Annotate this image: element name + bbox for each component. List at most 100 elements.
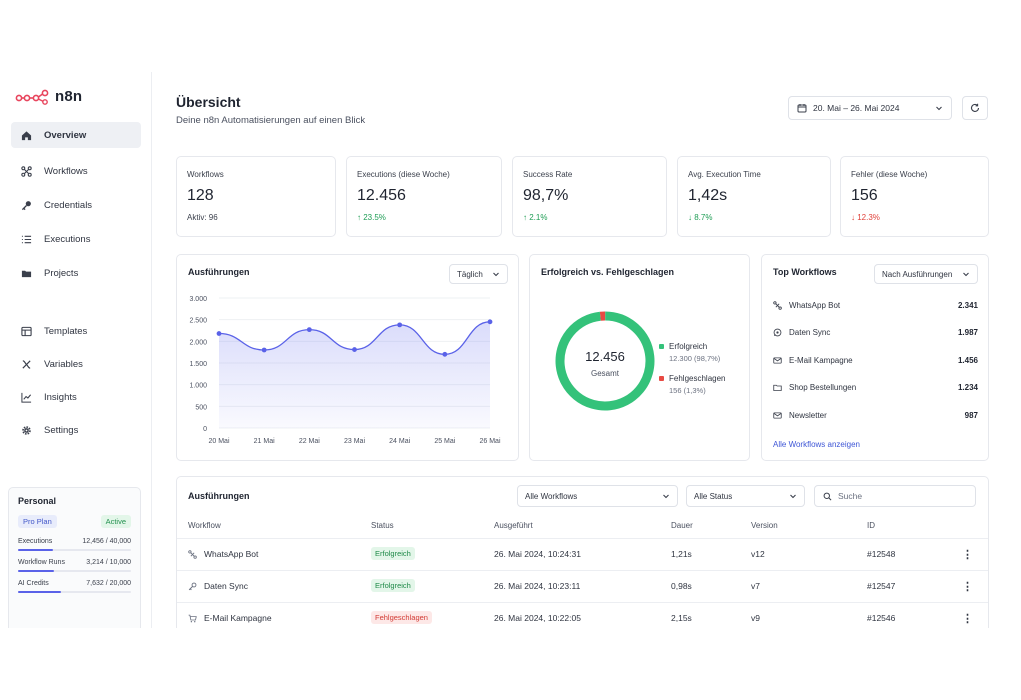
top-workflow-value: 2.341 [957, 300, 978, 310]
column-header-status[interactable]: Status [371, 521, 394, 530]
top-workflows-title: Top Workflows [773, 267, 837, 277]
column-header-workflow[interactable]: Workflow [188, 521, 221, 530]
status-filter-select[interactable]: Alle Status [686, 485, 805, 507]
plan-badge: Pro Plan [18, 515, 57, 528]
chevron-down-icon [963, 272, 969, 277]
list-icon [21, 235, 32, 243]
column-header-executed[interactable]: Ausgeführt [494, 521, 533, 530]
top-workflow-item[interactable]: Daten Sync 1.987 [773, 325, 978, 339]
search-box[interactable] [814, 485, 976, 507]
y-tick-label: 2.000 [189, 339, 207, 346]
data-point[interactable] [306, 327, 312, 333]
executions-line-chart: 3.000 2.500 2.000 1.500 1.000 500 020 Mai 21 Ma… [189, 296, 500, 445]
workflow-filter-select[interactable]: Alle Workflows [517, 485, 678, 507]
sidebar-item-settings[interactable]: Settings [11, 417, 141, 443]
table-row[interactable]: E-Mail Kampagne Fehlgeschlagen 26. Mai 2… [177, 602, 988, 628]
sidebar-item-label: Overview [44, 129, 87, 141]
sidebar-item-templates[interactable]: Templates [11, 318, 141, 344]
status-badge: Active [100, 515, 131, 528]
interval-select[interactable]: Täglich [449, 264, 508, 284]
y-tick-label: 0 [203, 426, 207, 433]
interval-select-value: Täglich [457, 269, 483, 279]
cart-icon [188, 614, 197, 623]
top-workflow-item[interactable]: E-Mail Kampagne 1.456 [773, 353, 978, 367]
row-menu-icon[interactable]: ⋮ [962, 613, 973, 625]
table-row[interactable]: Daten Sync Erfolgreich 26. Mai 2024, 10:… [177, 570, 988, 602]
top-workflow-name: Newsletter [789, 410, 827, 420]
main-content: Übersicht Deine n8n Automatisierungen au… [152, 72, 1016, 628]
top-workflow-name: WhatsApp Bot [789, 300, 841, 310]
sidebar-item-projects[interactable]: Projects [11, 260, 141, 286]
top-workflow-value: 1.234 [957, 382, 978, 392]
refresh-button[interactable] [962, 96, 988, 120]
kpi-trend: ↑ 23.5% [357, 213, 386, 222]
column-header-version[interactable]: Version [751, 521, 778, 530]
status-badge: Fehlgeschlagen [371, 611, 432, 624]
legend-label: Erfolgreich [669, 342, 708, 351]
cell-id: #12548 [867, 549, 896, 559]
kpi-trend: ↓ 8.7% [688, 213, 713, 222]
usage-bar-fill [18, 591, 61, 593]
cell-executed: 26. Mai 2024, 10:24:31 [494, 549, 581, 559]
search-input[interactable] [838, 491, 958, 501]
cell-version: v9 [751, 613, 760, 623]
top-workflow-item[interactable]: Shop Bestellungen 1.234 [773, 380, 978, 394]
cell-version: v7 [751, 581, 760, 591]
sidebar-item-overview[interactable]: Overview [11, 122, 141, 148]
top-workflows-card: Top Workflows Nach Ausführungen WhatsApp… [761, 254, 989, 461]
workflow-icon [188, 550, 197, 559]
donut-center-label: Gesamt [590, 369, 619, 378]
top-workflow-item[interactable]: Newsletter 987 [773, 408, 978, 422]
sort-select-value: Nach Ausführungen [882, 269, 953, 279]
kpi-value: 1,42s [688, 187, 728, 204]
cell-executed: 26. Mai 2024, 10:22:05 [494, 613, 581, 623]
x-tick-label: 25 Mai [434, 438, 455, 445]
data-point[interactable] [216, 331, 222, 336]
area-fill [219, 321, 490, 428]
sidebar-item-variables[interactable]: Variables [11, 351, 141, 377]
sidebar-item-credentials[interactable]: Credentials [11, 192, 141, 218]
sidebar-item-label: Projects [44, 267, 79, 279]
cell-workflow: WhatsApp Bot [204, 549, 259, 559]
date-range-picker[interactable]: 20. Mai – 26. Mai 2024 [788, 96, 952, 120]
usage-label: AI Credits [18, 580, 49, 587]
usage-label: Executions [18, 538, 53, 545]
mail-icon [773, 356, 782, 364]
data-point[interactable] [397, 322, 403, 328]
data-point[interactable] [487, 319, 493, 325]
row-menu-icon[interactable]: ⋮ [962, 549, 973, 561]
cell-workflow: E-Mail Kampagne [204, 613, 272, 623]
sidebar-item-label: Templates [44, 325, 88, 337]
gear-icon [22, 425, 31, 435]
row-menu-icon[interactable]: ⋮ [962, 581, 973, 593]
data-point[interactable] [352, 347, 357, 352]
column-header-id[interactable]: ID [867, 521, 875, 530]
kpi-label: Workflows [187, 170, 224, 179]
status-badge: Erfolgreich [371, 547, 415, 560]
usage-value: 7,632 / 20,000 [86, 580, 131, 587]
logo[interactable]: n8n [15, 88, 82, 105]
kpi-label: Success Rate [523, 170, 573, 179]
sidebar-item-insights[interactable]: Insights [11, 384, 141, 410]
top-workflow-item[interactable]: WhatsApp Bot 2.341 [773, 298, 978, 312]
donut-slice-success[interactable] [555, 311, 655, 411]
table-row[interactable]: WhatsApp Bot Erfolgreich 26. Mai 2024, 1… [177, 538, 988, 570]
usage-value: 12,456 / 40,000 [82, 538, 131, 545]
column-header-duration[interactable]: Dauer [671, 521, 693, 530]
all-workflows-link[interactable]: Alle Workflows anzeigen [773, 440, 861, 449]
sidebar-item-executions[interactable]: Executions [11, 226, 141, 252]
data-point[interactable] [442, 351, 448, 357]
calendar-icon [797, 104, 807, 113]
executions-table-card: Ausführungen Alle Workflows Alle Status … [176, 476, 989, 628]
sidebar: n8n Overview Workflows Credentials Execu… [6, 72, 152, 628]
data-point[interactable] [261, 347, 267, 353]
cell-workflow: Daten Sync [204, 581, 248, 591]
kpi-card-executions: Executions (diese Woche) 12.456 ↑ 23.5% [346, 156, 502, 237]
kpi-value: 98,7% [523, 187, 569, 204]
template-icon [21, 326, 32, 336]
y-tick-label: 3.000 [189, 296, 207, 303]
chart-title: Ausführungen [188, 267, 250, 277]
sort-select[interactable]: Nach Ausführungen [874, 264, 978, 284]
sidebar-item-workflows[interactable]: Workflows [11, 158, 141, 184]
cell-executed: 26. Mai 2024, 10:23:11 [494, 581, 581, 591]
